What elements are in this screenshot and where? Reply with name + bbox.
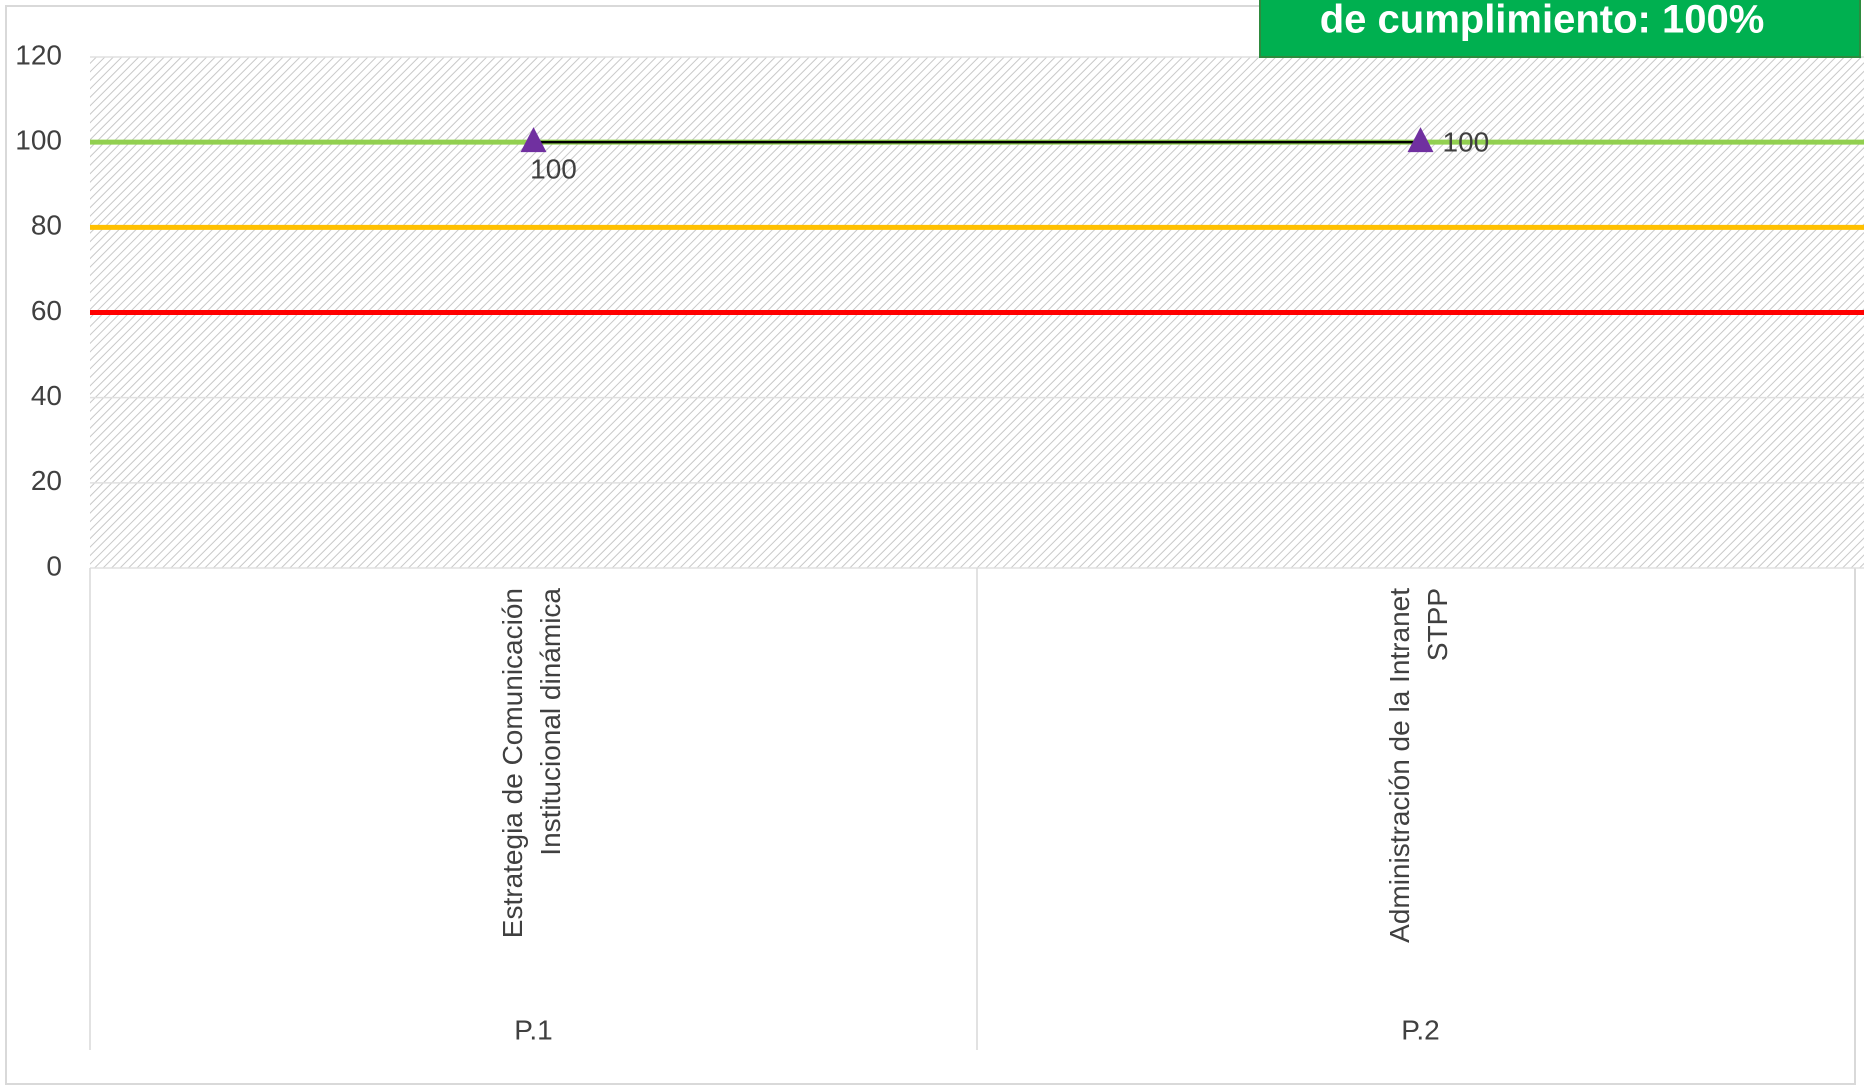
y-tick-label: 20 <box>31 465 62 496</box>
y-tick-label: 80 <box>31 210 62 241</box>
group-label: P.1 <box>514 1014 552 1045</box>
y-tick-label: 0 <box>46 550 62 581</box>
annotation: de cumplimiento: 100% <box>1320 0 1765 42</box>
marker <box>1407 127 1434 153</box>
y-tick-label: 60 <box>31 295 62 326</box>
x-tick-label: STPP <box>1422 588 1453 661</box>
data-label: 100 <box>530 154 577 185</box>
marker <box>520 127 547 153</box>
annotation-box <box>1259 0 1861 58</box>
group-label: P.2 <box>1401 1014 1439 1045</box>
y-tick-label: 120 <box>15 39 62 70</box>
x-tick-label: Administración de la Intranet <box>1384 588 1415 943</box>
y-tick-label: 40 <box>31 380 62 411</box>
y-tick-label: 100 <box>15 125 62 156</box>
x-tick-label: Institucional dinámica <box>535 588 566 856</box>
x-tick-label: Estrategia de Comunicación <box>497 588 528 938</box>
data-label: 100 <box>1443 127 1490 158</box>
